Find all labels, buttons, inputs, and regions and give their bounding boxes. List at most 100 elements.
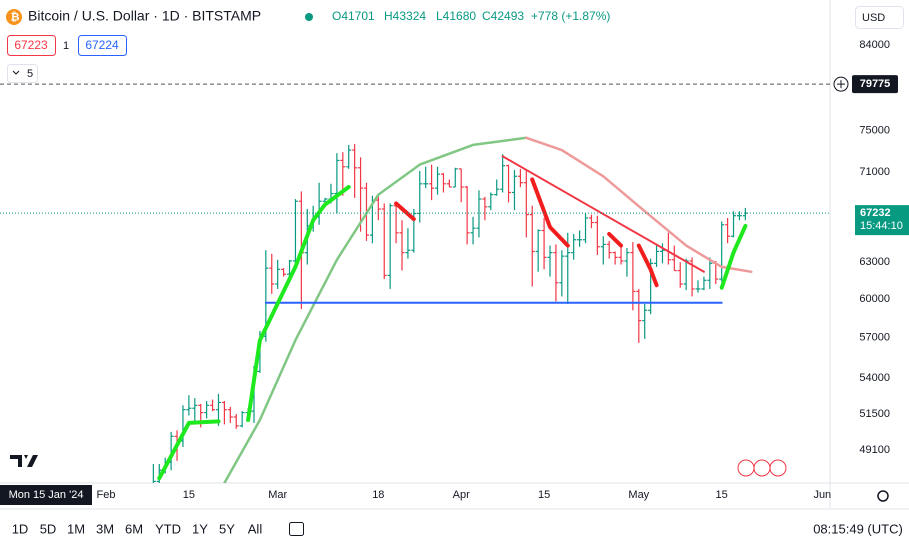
ohlc-bar — [334, 153, 340, 214]
ohlc-bar — [494, 179, 500, 196]
ohlc-bar — [482, 196, 488, 221]
time-tick-label: 15 — [716, 489, 728, 501]
ohlc-bar — [547, 245, 553, 277]
ohlc-bar — [381, 203, 387, 280]
high-value: H43324 — [384, 9, 426, 23]
open-value: O41701 — [332, 9, 375, 23]
ohlc-bar — [221, 401, 227, 425]
range-button[interactable]: 1Y — [192, 521, 208, 536]
ohlc-bar — [671, 245, 677, 272]
sell-button[interactable] — [7, 35, 56, 56]
price-tick-label: 75000 — [859, 125, 890, 137]
price-tick-label: 71000 — [859, 166, 890, 178]
price-tick-label: 60000 — [859, 293, 890, 305]
price-tick-label: 49100 — [859, 444, 890, 456]
economic-events — [737, 459, 787, 477]
ohlc-bar — [452, 167, 458, 188]
sell-price: 67223 — [14, 38, 48, 52]
price-tick-label: 63000 — [859, 256, 890, 268]
range-button[interactable]: 1D — [12, 521, 29, 536]
overlay-line — [719, 223, 748, 290]
time-tick-label: May — [628, 489, 649, 501]
ohlc-bar — [423, 166, 429, 189]
ohlc-bar — [387, 203, 393, 289]
symbol-title[interactable]: Bitcoin / U.S. Dollar · 1D · BITSTAMP — [28, 8, 261, 24]
overlay-line — [394, 201, 416, 222]
ohlc-bar — [600, 236, 606, 265]
settings-icon[interactable] — [877, 490, 889, 502]
ohlc-bar — [725, 217, 731, 244]
date-range-icon[interactable] — [289, 522, 304, 536]
currency-button[interactable] — [855, 6, 904, 29]
ohlc-bar — [405, 228, 411, 259]
overlay-line — [246, 185, 351, 422]
ohlc-bar — [571, 233, 577, 260]
ohlc-bar — [506, 164, 512, 203]
overlay-line — [530, 177, 570, 248]
alert-price-box — [852, 75, 898, 94]
range-button[interactable]: 3M — [96, 521, 114, 536]
ohlc-bar — [523, 169, 529, 238]
overlay-line — [525, 136, 753, 274]
range-button[interactable]: All — [248, 521, 263, 536]
range-button[interactable]: 5Y — [219, 521, 235, 536]
ohlc-bar — [517, 168, 523, 188]
overlay-line — [157, 419, 221, 481]
range-button[interactable]: 6M — [125, 521, 143, 536]
plot-area — [152, 136, 753, 483]
ohlc-bar — [292, 199, 298, 271]
market-status-dot — [305, 13, 313, 21]
ohlc-bar — [269, 253, 275, 294]
ohlc-bar — [346, 144, 352, 169]
close-value: C42493 — [482, 9, 524, 23]
ohlc-bar — [440, 173, 446, 193]
ohlc-bar — [654, 244, 660, 267]
ohlc-bar — [399, 220, 405, 271]
buy-button[interactable] — [78, 35, 127, 56]
overlay-line — [636, 243, 659, 288]
overlay-line — [223, 136, 528, 483]
ohlc-bar — [192, 398, 198, 422]
last-price-label: 67232 — [860, 207, 891, 219]
ohlc-bar — [233, 414, 239, 429]
ohlc-bar — [152, 463, 156, 483]
ohlc-bar — [707, 257, 713, 289]
range-button[interactable]: 1M — [67, 521, 85, 536]
ohlc-bar — [464, 185, 470, 245]
ohlc-bar — [281, 268, 287, 277]
bitcoin-icon — [6, 9, 22, 25]
ohlc-bar — [612, 251, 618, 265]
ohlc-bar — [500, 154, 506, 193]
indicators-toggle[interactable] — [7, 64, 38, 83]
event-flag[interactable] — [753, 459, 771, 477]
ohlc-bar — [577, 230, 583, 247]
tradingview-logo — [10, 455, 38, 467]
ohlc-bar — [435, 166, 441, 195]
ohlc-bar — [624, 247, 630, 277]
ohlc-bar — [541, 217, 547, 270]
chevron — [12, 70, 20, 75]
ohlc-bar — [618, 246, 624, 265]
ohlc-bar — [204, 401, 210, 419]
ohlc-bar — [275, 259, 281, 289]
overlay-line — [607, 232, 623, 248]
time-tick-label: 15 — [183, 489, 195, 501]
range-button[interactable]: YTD — [155, 521, 181, 536]
ohlc-bar — [695, 280, 701, 293]
ohlc-bar — [227, 406, 233, 423]
ohlc-bar — [677, 262, 683, 288]
plus-icon — [837, 80, 845, 89]
change-value: +778 (+1.87%) — [531, 9, 610, 23]
time-tick-label: Feb — [97, 489, 116, 501]
ohlc-bar — [736, 211, 742, 221]
ohlc-bar — [636, 288, 642, 343]
ohlc-bar — [429, 164, 435, 201]
ohlc-bar — [630, 242, 636, 311]
ohlc-bar — [446, 179, 452, 188]
event-flag[interactable] — [769, 459, 787, 477]
event-flag[interactable] — [737, 459, 755, 477]
range-button[interactable]: 5D — [40, 521, 57, 536]
crosshair-date-box — [0, 485, 92, 505]
ohlc-bar — [470, 216, 476, 245]
